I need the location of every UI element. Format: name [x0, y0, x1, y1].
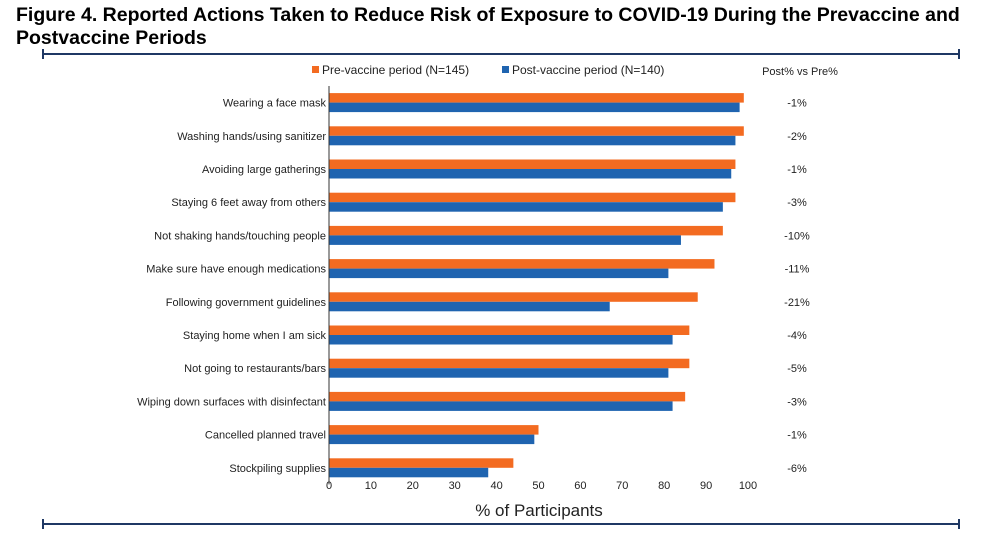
pre-vaccine-bar	[329, 159, 736, 169]
post-vaccine-bar	[329, 268, 669, 279]
x-tick-label: 20	[407, 480, 419, 492]
x-axis-label: % of Participants	[475, 501, 603, 520]
x-tick-label: 70	[616, 480, 628, 492]
x-tick-label: 0	[326, 480, 332, 492]
diff-label: -1%	[787, 98, 807, 110]
x-tick-label: 40	[490, 480, 502, 492]
diff-label: -2%	[787, 131, 807, 143]
top-divider	[42, 49, 960, 59]
post-vaccine-bar	[329, 335, 673, 345]
category-label: Following government guidelines	[166, 297, 327, 309]
diff-header: Post% vs Pre%	[762, 66, 838, 78]
pre-vaccine-bar	[329, 259, 715, 269]
post-vaccine-bar	[329, 202, 723, 212]
x-axis: 0 10 20 30 40 50 60 70 80 90 100	[326, 86, 757, 492]
category-label: Avoiding large gatherings	[202, 164, 326, 176]
diff-label: -5%	[787, 363, 807, 375]
post-vaccine-bar	[329, 135, 736, 146]
post-vaccine-bar	[329, 102, 740, 113]
post-vaccine-bar	[329, 368, 669, 378]
pre-vaccine-bar	[329, 391, 686, 402]
pre-vaccine-bar	[329, 425, 539, 435]
x-tick-label: 100	[739, 480, 757, 492]
legend: Pre-vaccine period (N=145) Post-vaccine p…	[312, 63, 664, 77]
diff-label: -11%	[785, 264, 810, 276]
diff-label: -1%	[787, 430, 807, 442]
category-label: Not shaking hands/touching people	[154, 230, 326, 242]
diff-label: -6%	[787, 463, 807, 475]
pre-vaccine-bar	[329, 358, 690, 369]
bottom-divider	[42, 519, 960, 529]
category-label: Staying home when I am sick	[183, 330, 327, 342]
x-tick-label: 80	[658, 480, 670, 492]
post-vaccine-bar	[329, 169, 732, 179]
category-label: Stockpiling supplies	[229, 463, 326, 475]
legend-label-post: Post-vaccine period (N=140)	[512, 63, 664, 77]
category-labels: Wearing a face mask Washing hands/using s…	[137, 98, 326, 475]
bars	[329, 93, 744, 478]
diff-label: -3%	[787, 197, 807, 209]
diff-label: -1%	[787, 164, 807, 176]
diff-label: -10%	[784, 230, 810, 242]
pre-vaccine-bar	[329, 192, 736, 203]
x-tick-label: 50	[532, 480, 544, 492]
category-label: Cancelled planned travel	[205, 430, 326, 442]
x-tick-label: 60	[574, 480, 586, 492]
diff-label: -3%	[787, 396, 807, 408]
pre-vaccine-bar	[329, 93, 744, 103]
diff-label: -4%	[787, 330, 807, 342]
pre-vaccine-bar	[329, 325, 690, 335]
post-vaccine-bar	[329, 467, 489, 478]
x-tick-label: 10	[365, 480, 377, 492]
category-label: Washing hands/using sanitizer	[177, 131, 326, 143]
post-vaccine-bar	[329, 434, 535, 445]
category-label: Wearing a face mask	[223, 98, 327, 110]
diff-label: -21%	[784, 297, 810, 309]
category-label: Wiping down surfaces with disinfectant	[137, 396, 326, 408]
category-label: Not going to restaurants/bars	[184, 363, 326, 375]
x-tick-label: 90	[700, 480, 712, 492]
category-label: Staying 6 feet away from others	[171, 197, 326, 209]
diff-labels: -1% -2% -1% -3% -10% -11% -21% -4% -5% -3% -1% -6%	[784, 98, 810, 475]
pre-vaccine-bar	[329, 126, 744, 136]
post-vaccine-bar	[329, 235, 681, 245]
category-label: Make sure have enough medications	[146, 264, 326, 276]
legend-swatch-pre	[312, 66, 319, 73]
pre-vaccine-bar	[329, 225, 723, 236]
figure-title: Figure 4. Reported Actions Taken to Redu…	[16, 4, 960, 49]
pre-vaccine-bar	[329, 458, 514, 468]
post-vaccine-bar	[329, 301, 610, 312]
legend-label-pre: Pre-vaccine period (N=145)	[322, 63, 469, 77]
pre-vaccine-bar	[329, 292, 698, 302]
legend-swatch-post	[502, 66, 509, 73]
x-tick-label: 30	[449, 480, 461, 492]
post-vaccine-bar	[329, 401, 673, 411]
